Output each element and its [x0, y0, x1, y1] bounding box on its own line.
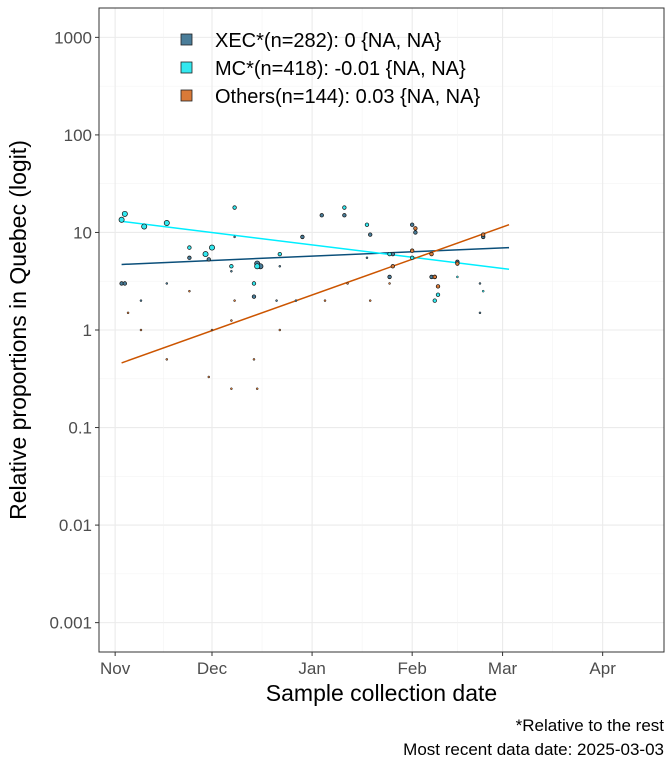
point-series-0: [368, 232, 373, 237]
point-series-0: [319, 213, 324, 218]
point-series-0: [206, 257, 211, 262]
point-series-0: [233, 235, 236, 239]
point-series-1: [481, 289, 485, 293]
point-series-2: [368, 299, 372, 302]
point-series-0: [278, 265, 282, 268]
point-series-2: [126, 311, 130, 315]
point-series-2: [481, 232, 486, 237]
point-series-1: [118, 216, 125, 223]
caption-relative: *Relative to the rest: [516, 716, 665, 735]
fit-line-0: [121, 246, 510, 266]
point-series-1: [456, 275, 459, 279]
point-series-1: [342, 205, 347, 210]
point-series-1: [187, 245, 192, 250]
point-series-2: [432, 274, 437, 280]
point-series-1: [141, 223, 148, 230]
point-series-2: [139, 328, 143, 332]
legend-label-2: Others(n=144): 0.03 {NA, NA}: [215, 86, 480, 108]
fit-line-1: [121, 220, 510, 270]
y-tick-label: 0.01: [59, 516, 92, 535]
point-series-0: [187, 255, 192, 260]
point-series-0: [410, 222, 415, 227]
point-series-0: [294, 299, 298, 302]
point-series-1: [410, 255, 415, 260]
y-tick-label: 1: [83, 321, 92, 340]
point-series-2: [210, 328, 214, 332]
x-tick-label: Jan: [298, 659, 325, 678]
point-series-0: [478, 282, 482, 285]
point-series-0: [275, 299, 278, 302]
point-series-2: [252, 358, 256, 361]
point-series-2: [410, 248, 415, 253]
point-series-2: [278, 328, 282, 332]
point-series-2: [346, 282, 349, 285]
y-tick-label: 0.001: [49, 614, 92, 633]
point-series-1: [251, 281, 257, 286]
point-series-0: [300, 234, 305, 240]
point-series-2: [429, 251, 434, 257]
point-series-2: [455, 261, 460, 266]
point-series-2: [207, 375, 211, 379]
x-tick-label: Feb: [398, 659, 427, 678]
point-series-2: [230, 319, 233, 322]
point-series-1: [232, 205, 237, 210]
x-axis-title: Sample collection date: [266, 680, 497, 706]
point-series-1: [121, 210, 128, 217]
point-series-0: [387, 274, 392, 280]
point-series-0: [365, 256, 369, 260]
point-series-0: [342, 213, 347, 218]
point-series-2: [188, 289, 191, 293]
point-series-0: [230, 270, 233, 273]
y-tick-label: 100: [64, 126, 92, 145]
point-series-1: [229, 264, 234, 269]
point-series-1: [209, 244, 215, 251]
legend-label-0: XEC*(n=282): 0 {NA, NA}: [215, 30, 442, 52]
point-series-1: [435, 292, 441, 297]
point-series-1: [364, 222, 370, 227]
grid: [99, 8, 664, 652]
y-tick-label: 1000: [54, 28, 92, 47]
fit-line-2: [121, 224, 510, 364]
data-points: [118, 205, 486, 390]
point-series-1: [277, 251, 282, 257]
legend-key-0: [180, 33, 193, 46]
point-series-2: [255, 387, 259, 390]
x-tick-label: Apr: [589, 659, 616, 678]
point-series-0: [122, 281, 127, 286]
point-series-2: [233, 299, 236, 302]
legend-label-1: MC*(n=418): -0.01 {NA, NA}: [215, 58, 466, 80]
point-series-0: [251, 294, 257, 299]
point-series-1: [254, 263, 261, 270]
y-axis-title: Relative proportions in Quebec (logit): [5, 140, 31, 520]
point-series-2: [390, 264, 395, 269]
y-tick-label: 10: [73, 223, 92, 242]
point-series-0: [165, 282, 169, 285]
point-series-2: [388, 282, 391, 285]
point-series-2: [413, 226, 418, 231]
point-series-1: [202, 251, 209, 258]
caption-recent-date: Most recent data date: 2025-03-03: [403, 740, 664, 759]
legend-key-1: [180, 61, 193, 74]
x-axis: Nov Dec Jan Feb Mar Apr: [100, 652, 616, 678]
point-series-0: [413, 230, 418, 235]
x-tick-label: Mar: [488, 659, 518, 678]
x-tick-label: Dec: [197, 659, 228, 678]
point-series-1: [163, 220, 170, 226]
point-series-1: [432, 298, 437, 303]
y-tick-label: 0.1: [68, 419, 92, 438]
legend-key-2: [180, 89, 193, 102]
point-series-2: [230, 387, 233, 390]
point-series-1: [387, 251, 392, 257]
x-tick-label: Nov: [100, 659, 131, 678]
legend: XEC*(n=282): 0 {NA, NA} MC*(n=418): -0.01…: [180, 30, 480, 108]
point-series-0: [139, 299, 143, 302]
point-series-2: [165, 358, 169, 361]
point-series-2: [435, 284, 441, 289]
fit-lines: [121, 220, 510, 364]
y-axis: 0.001 0.01 0.1 1 10 100 1000: [49, 28, 99, 633]
point-series-0: [478, 311, 482, 315]
point-series-2: [323, 299, 327, 302]
